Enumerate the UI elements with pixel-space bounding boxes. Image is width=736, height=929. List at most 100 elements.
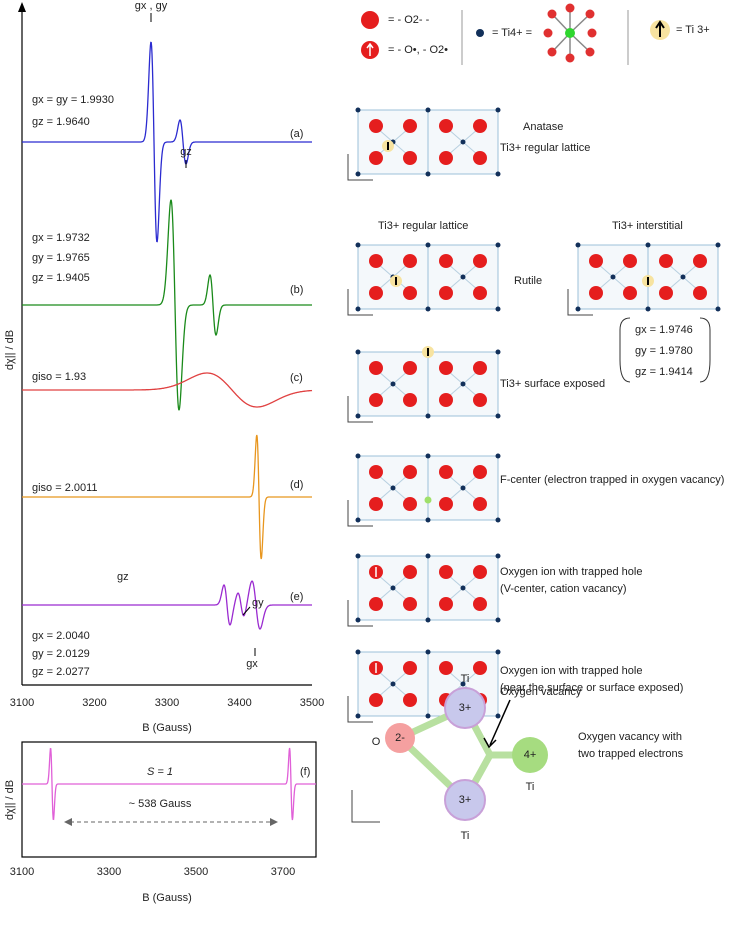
ti-atom [425,617,431,623]
g-value: gz = 1.9405 [32,272,90,284]
o-atom [693,286,707,300]
o-atom [439,286,453,300]
caption: two trapped electrons [578,748,684,760]
bracket [699,317,711,383]
separation: ~ 538 Gauss [129,798,192,810]
ti-atom [495,553,501,559]
g-value: gz = 1.9414 [635,366,693,378]
ti-atom [355,453,361,459]
spectrum [22,372,313,408]
o-atom [369,497,383,511]
ti-atom [355,713,361,719]
o-atom [369,465,383,479]
o-atom [439,465,453,479]
pointer-label: Oxygen vacancy [500,686,582,698]
ti-atom [495,242,501,248]
axes [347,600,373,627]
o-atom [369,119,383,133]
o-atom [473,497,487,511]
ti-atom [645,242,651,248]
lattice [347,242,501,316]
o-atom [623,286,637,300]
spectrum [22,747,316,821]
o-atom [565,3,575,13]
o-atom [439,151,453,165]
ti-atom [425,171,431,177]
ti-atom [355,306,361,312]
spectrum-tag: (d) [290,479,303,491]
ti-atom [355,413,361,419]
ti-atom [715,242,721,248]
lattice [347,107,501,181]
ti-atom [460,585,466,591]
ti-atom [425,553,431,559]
o-arrow [366,42,374,56]
ti-atom [355,107,361,113]
o-atom [439,361,453,375]
charge: 3+ [459,794,472,806]
o-atom [659,254,673,268]
ti-atom [495,713,501,719]
o-atom [473,119,487,133]
spectrum-tag: (c) [290,372,303,384]
ti-atom [495,306,501,312]
x-tick-label: 3500 [184,866,208,878]
ti-atom [425,453,431,459]
o-atom [473,597,487,611]
charge: 4+ [524,749,537,761]
phase: Rutile [514,275,542,287]
g-value: gy = 2.0129 [32,648,90,660]
spectrum-tag: (e) [290,591,303,603]
ti-atom [495,413,501,419]
axes [347,154,373,181]
ti-atom [680,274,686,280]
ti-atom [460,139,466,145]
o-atom [693,254,707,268]
ti-atom [575,242,581,248]
charge: 2- [395,732,405,744]
ti-atom [355,517,361,523]
spectrum [22,199,312,411]
o-atom [403,119,417,133]
g-value: giso = 2.0011 [32,482,98,494]
ti-atom [355,242,361,248]
axes [347,500,373,527]
peak-label: gy [252,597,264,609]
ti-atom [355,553,361,559]
o-atom [659,286,673,300]
legend-text: = - O2- - [388,14,430,26]
element: Ti [461,673,470,685]
ti-atom [425,517,431,523]
ti-atom [495,617,501,623]
arrowhead [270,818,278,826]
o-ion [385,723,415,753]
lattice [347,453,501,527]
o-atom [439,661,453,675]
ti4-icon [476,29,484,37]
x-axis-label: B (Gauss) [142,892,192,904]
ti4-ion [512,737,548,773]
o-atom [369,693,383,707]
phase: Anatase [523,121,563,133]
o-atom [585,47,595,57]
axes [347,396,373,423]
o-atom [439,393,453,407]
spin: S = 1 [147,766,173,778]
electron [424,496,432,504]
o-atom [585,9,595,19]
o-atom [403,151,417,165]
axes [347,289,373,316]
frame-f [21,741,317,858]
ti-atom [355,171,361,177]
axes [567,289,593,316]
ti-atom [565,28,575,38]
ti-atom [495,453,501,459]
ti-atom [355,617,361,623]
o-atom [473,565,487,579]
ti-atom [495,171,501,177]
ti-atom [425,649,431,655]
g-value: gy = 1.9765 [32,252,90,264]
g-value: giso = 1.93 [32,371,86,383]
tick [242,606,251,616]
